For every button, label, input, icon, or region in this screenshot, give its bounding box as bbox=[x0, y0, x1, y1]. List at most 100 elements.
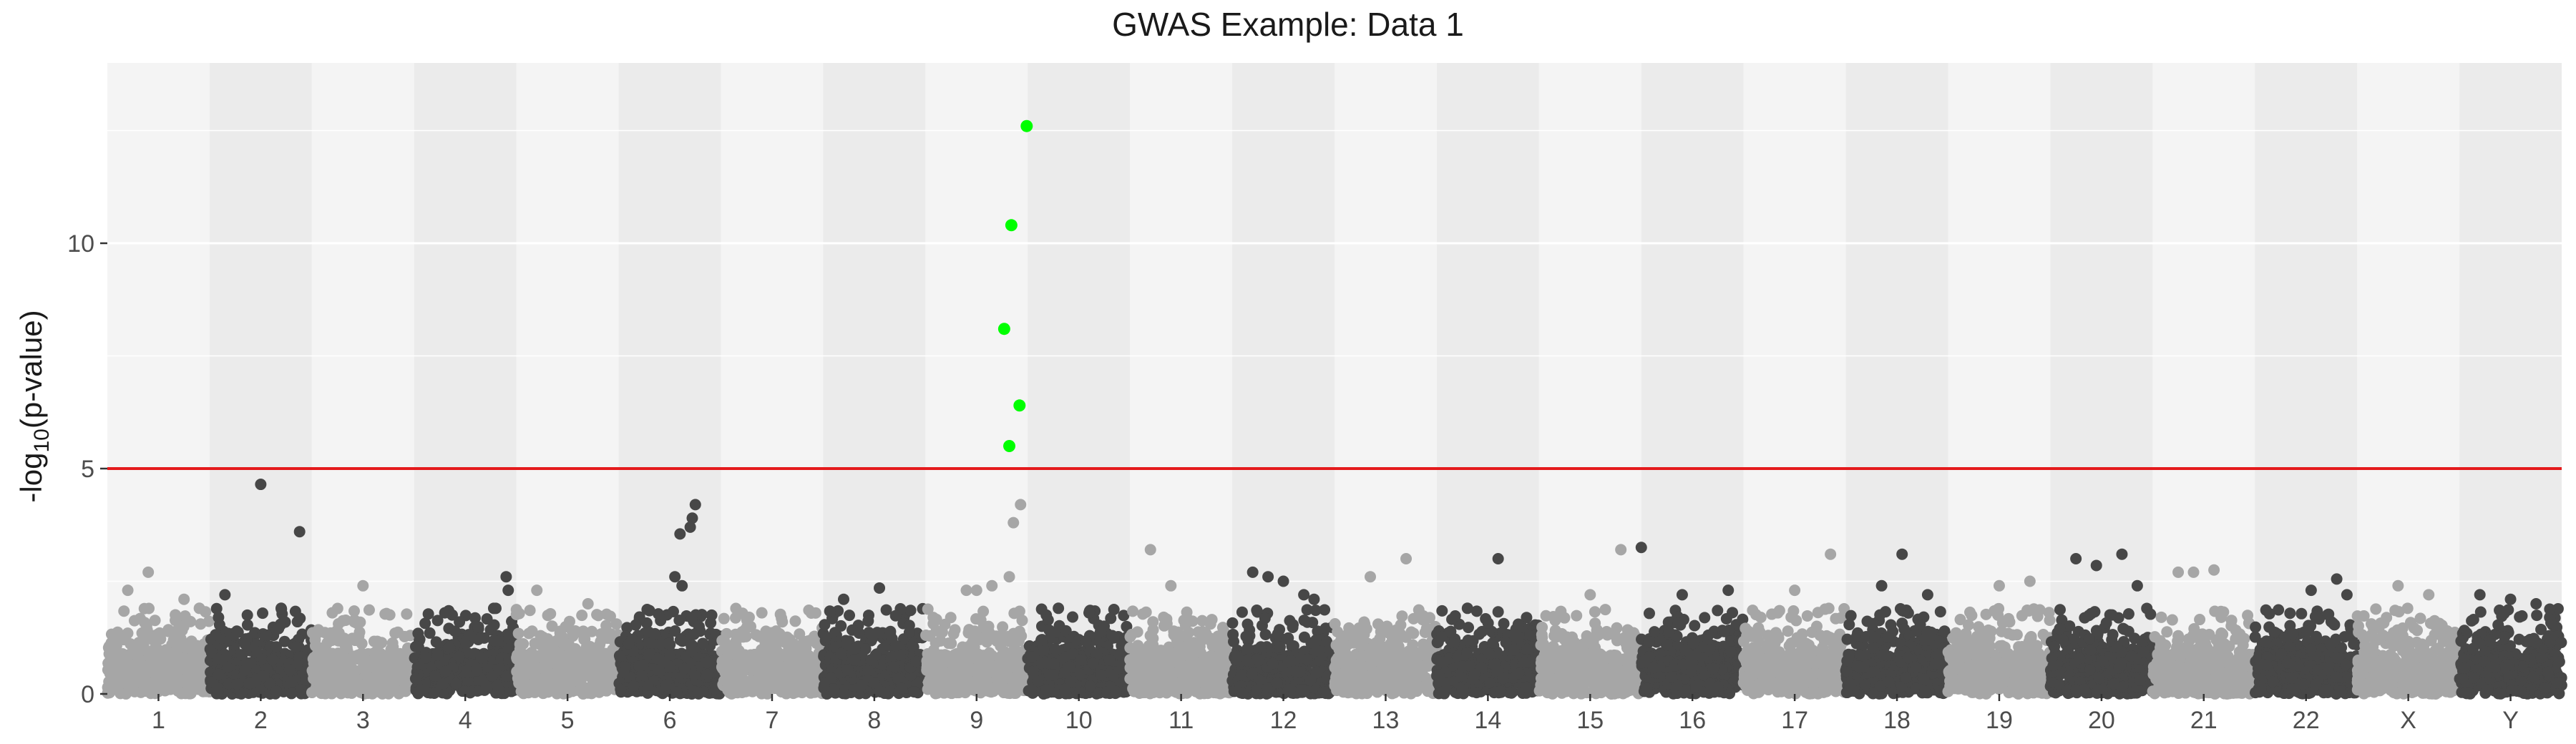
snp-point bbox=[312, 624, 324, 636]
snp-point bbox=[636, 669, 648, 681]
snp-point bbox=[270, 641, 283, 653]
snp-point bbox=[660, 679, 672, 691]
band-chr-14 bbox=[1436, 63, 1539, 694]
snp-point bbox=[1008, 517, 1020, 529]
snp-point bbox=[776, 686, 788, 698]
snp-point bbox=[118, 605, 130, 617]
snp-point bbox=[391, 685, 404, 698]
snp-point bbox=[980, 621, 992, 633]
snp-point bbox=[326, 670, 338, 682]
snp-point bbox=[1141, 662, 1153, 675]
snp-point bbox=[664, 661, 676, 673]
snp-point bbox=[975, 650, 987, 662]
snp-point bbox=[1008, 607, 1020, 620]
snp-point bbox=[935, 649, 947, 661]
snp-point bbox=[307, 653, 319, 665]
band-chr-15 bbox=[1538, 63, 1641, 694]
snp-point bbox=[210, 602, 223, 615]
snp-point bbox=[890, 640, 902, 652]
snp-point bbox=[170, 609, 182, 621]
snp-point bbox=[210, 629, 222, 641]
snp-point bbox=[128, 615, 140, 627]
snp-point bbox=[542, 638, 555, 650]
snp-point bbox=[293, 526, 306, 538]
snp-point bbox=[542, 610, 554, 622]
snp-point bbox=[177, 637, 190, 650]
snp-point bbox=[896, 682, 908, 695]
snp-point bbox=[669, 571, 681, 583]
snp-point bbox=[394, 665, 406, 677]
snp-point bbox=[684, 521, 696, 533]
snp-point bbox=[670, 686, 683, 698]
snp-point bbox=[664, 649, 676, 661]
snp-point bbox=[331, 681, 343, 693]
snp-point bbox=[1000, 648, 1012, 660]
snp-point bbox=[770, 648, 782, 660]
band-chr-16 bbox=[1641, 63, 1744, 694]
snp-point bbox=[674, 634, 686, 646]
snp-point bbox=[1001, 672, 1013, 684]
snp-point bbox=[986, 579, 998, 592]
snp-point bbox=[718, 675, 731, 687]
snp-point bbox=[546, 620, 558, 632]
snp-point bbox=[1059, 683, 1071, 695]
snp-point bbox=[1026, 651, 1038, 663]
band-chr-21 bbox=[2152, 63, 2255, 694]
snp-point bbox=[431, 649, 444, 661]
chromosome-bands bbox=[107, 63, 2562, 694]
snp-point bbox=[162, 625, 175, 637]
snp-point bbox=[450, 677, 462, 690]
snp-point bbox=[392, 626, 404, 638]
snp-point bbox=[630, 619, 642, 631]
snps-chr-1 bbox=[102, 566, 215, 700]
snp-point bbox=[835, 647, 847, 660]
band-chr-10 bbox=[1028, 63, 1131, 694]
snp-point bbox=[643, 648, 655, 660]
snp-point bbox=[270, 685, 283, 698]
snp-point bbox=[102, 657, 114, 670]
snp-point bbox=[765, 680, 777, 692]
snp-point bbox=[819, 679, 831, 691]
snp-point bbox=[439, 607, 451, 619]
snp-point bbox=[957, 685, 970, 697]
snp-point bbox=[283, 664, 296, 676]
snp-point bbox=[1103, 654, 1116, 666]
band-chr-11 bbox=[1130, 63, 1233, 694]
snp-point bbox=[379, 608, 391, 620]
band-chr-9 bbox=[925, 63, 1028, 694]
snp-point bbox=[1049, 643, 1061, 655]
snp-point bbox=[401, 608, 413, 620]
snp-point bbox=[531, 584, 543, 597]
snp-point bbox=[688, 628, 700, 640]
snp-point bbox=[368, 635, 380, 647]
snp-point bbox=[1155, 645, 1167, 657]
snp-point bbox=[286, 676, 298, 688]
snp-point bbox=[1179, 683, 1191, 695]
band-chr-1 bbox=[107, 63, 210, 694]
snp-point bbox=[692, 686, 704, 698]
snp-point bbox=[1080, 635, 1092, 647]
snp-point bbox=[524, 604, 536, 617]
snp-point bbox=[238, 665, 250, 677]
snp-point bbox=[1038, 644, 1050, 656]
snp-point bbox=[775, 634, 787, 646]
snp-point bbox=[685, 638, 697, 650]
snp-point bbox=[417, 684, 429, 696]
snp-point bbox=[139, 665, 151, 677]
snp-point bbox=[257, 607, 269, 620]
snp-point bbox=[132, 644, 144, 656]
snp-point bbox=[591, 675, 603, 687]
snp-point bbox=[163, 676, 175, 688]
snp-point bbox=[884, 627, 897, 640]
snp-point bbox=[739, 685, 751, 698]
snp-point bbox=[150, 651, 162, 663]
snp-point bbox=[213, 668, 225, 680]
snp-point bbox=[1139, 687, 1151, 699]
snp-point bbox=[756, 607, 768, 619]
snp-point bbox=[1125, 662, 1137, 674]
snp-point bbox=[1153, 687, 1166, 699]
snp-point bbox=[1075, 654, 1087, 666]
snp-point bbox=[615, 683, 627, 695]
